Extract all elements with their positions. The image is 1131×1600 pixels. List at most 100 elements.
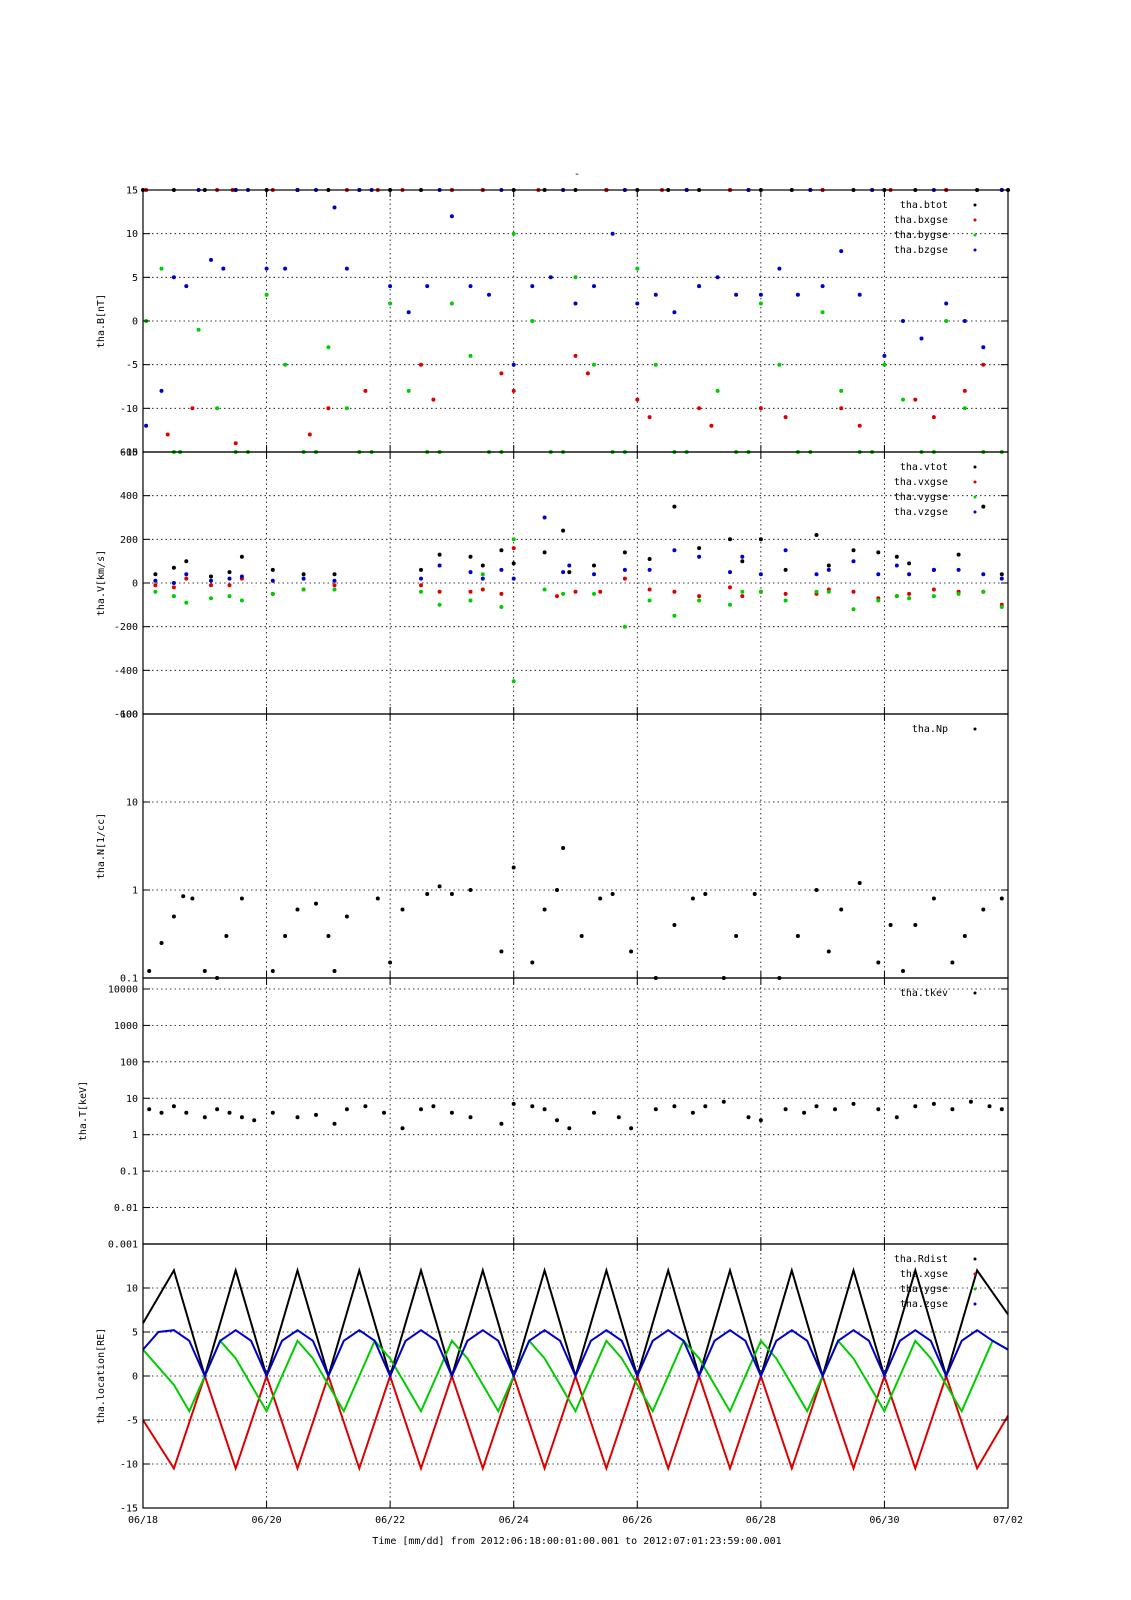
data-point (301, 576, 306, 581)
data-point (548, 275, 553, 280)
y-tick-label: 400 (120, 491, 138, 502)
data-point (511, 231, 516, 236)
series-tha-vxgse (153, 546, 1004, 607)
data-point (653, 1107, 658, 1112)
data-point (839, 249, 844, 254)
data-point (728, 570, 732, 575)
legend-entry: tha.vxgse (894, 477, 948, 488)
data-point (901, 397, 905, 402)
data-point (419, 576, 423, 581)
data-point (851, 548, 856, 553)
data-point (907, 596, 912, 601)
data-point (573, 589, 578, 594)
data-point (542, 515, 547, 520)
data-point (857, 292, 862, 297)
data-point (573, 353, 578, 358)
data-point (901, 319, 905, 323)
series-tha-xgse (142, 1372, 1009, 1472)
data-point (332, 572, 337, 577)
data-point (283, 266, 288, 271)
data-point (981, 589, 986, 594)
data-point (728, 602, 732, 607)
legend-marker (973, 465, 977, 469)
data-point (555, 594, 559, 599)
data-point (499, 567, 504, 572)
data-point (499, 949, 504, 954)
legend-entry: tha.xgse (900, 1269, 948, 1280)
data-point (728, 585, 732, 590)
data-point (814, 533, 819, 537)
data-point (894, 554, 899, 559)
data-point (171, 594, 176, 599)
x-tick-label: 06/22 (375, 1515, 405, 1526)
data-point (672, 613, 677, 618)
data-point (962, 406, 967, 411)
data-point (585, 371, 590, 376)
data-point (159, 1110, 164, 1115)
data-point (956, 552, 961, 557)
data-point (437, 589, 442, 594)
data-point (931, 594, 936, 599)
data-point (709, 423, 714, 428)
data-point (425, 892, 430, 896)
data-point (610, 231, 615, 236)
data-point (931, 1101, 936, 1106)
data-point (239, 598, 244, 603)
data-point (715, 275, 720, 280)
data-point (795, 934, 800, 938)
data-point (857, 881, 862, 885)
legend-entry: tha.Np (912, 724, 948, 735)
data-point (181, 894, 186, 899)
data-point (876, 598, 881, 603)
data-point (159, 266, 164, 271)
data-point (567, 563, 572, 568)
data-point (672, 923, 677, 927)
data-point (876, 1107, 881, 1112)
data-point (270, 969, 275, 973)
data-point (499, 591, 504, 596)
data-point (344, 1107, 349, 1112)
data-point (406, 388, 411, 393)
data-point (697, 546, 702, 551)
data-point (826, 589, 831, 594)
data-point (388, 960, 393, 965)
data-point (592, 362, 596, 367)
data-point (956, 591, 961, 596)
y-tick-label: 600 (120, 448, 138, 459)
series-tha-tkev (147, 1099, 1004, 1131)
data-point (653, 362, 658, 367)
data-point (653, 292, 658, 297)
y-tick-label: 1000 (114, 1021, 138, 1032)
data-point (468, 1115, 473, 1120)
data-point (270, 578, 275, 583)
data-point (592, 591, 596, 596)
data-point (344, 406, 349, 411)
data-point (270, 1110, 275, 1115)
data-point (295, 907, 300, 912)
data-point (419, 589, 423, 594)
data-point (851, 1101, 856, 1106)
data-point (400, 907, 405, 912)
data-point (171, 585, 176, 590)
data-point (209, 257, 213, 262)
data-point (437, 563, 442, 568)
data-point (783, 598, 788, 603)
y-tick-label: 0 (132, 1372, 138, 1383)
data-point (913, 397, 918, 402)
data-point (227, 1110, 232, 1115)
data-point (962, 319, 967, 323)
data-point (672, 589, 677, 594)
data-point (449, 214, 454, 219)
data-point (598, 589, 603, 594)
legend-entry: tha.ygse (900, 1284, 948, 1295)
data-point (814, 888, 819, 892)
y-tick-label: 0.01 (114, 1203, 138, 1214)
data-point (252, 1118, 257, 1123)
legend-marker (973, 218, 977, 222)
y-tick-label: 10000 (108, 984, 138, 995)
y-tick-label: 10 (126, 229, 138, 240)
data-point (907, 591, 912, 596)
data-point (227, 570, 232, 575)
data-point (209, 596, 213, 601)
legend-entry: tha.btot (900, 200, 948, 211)
